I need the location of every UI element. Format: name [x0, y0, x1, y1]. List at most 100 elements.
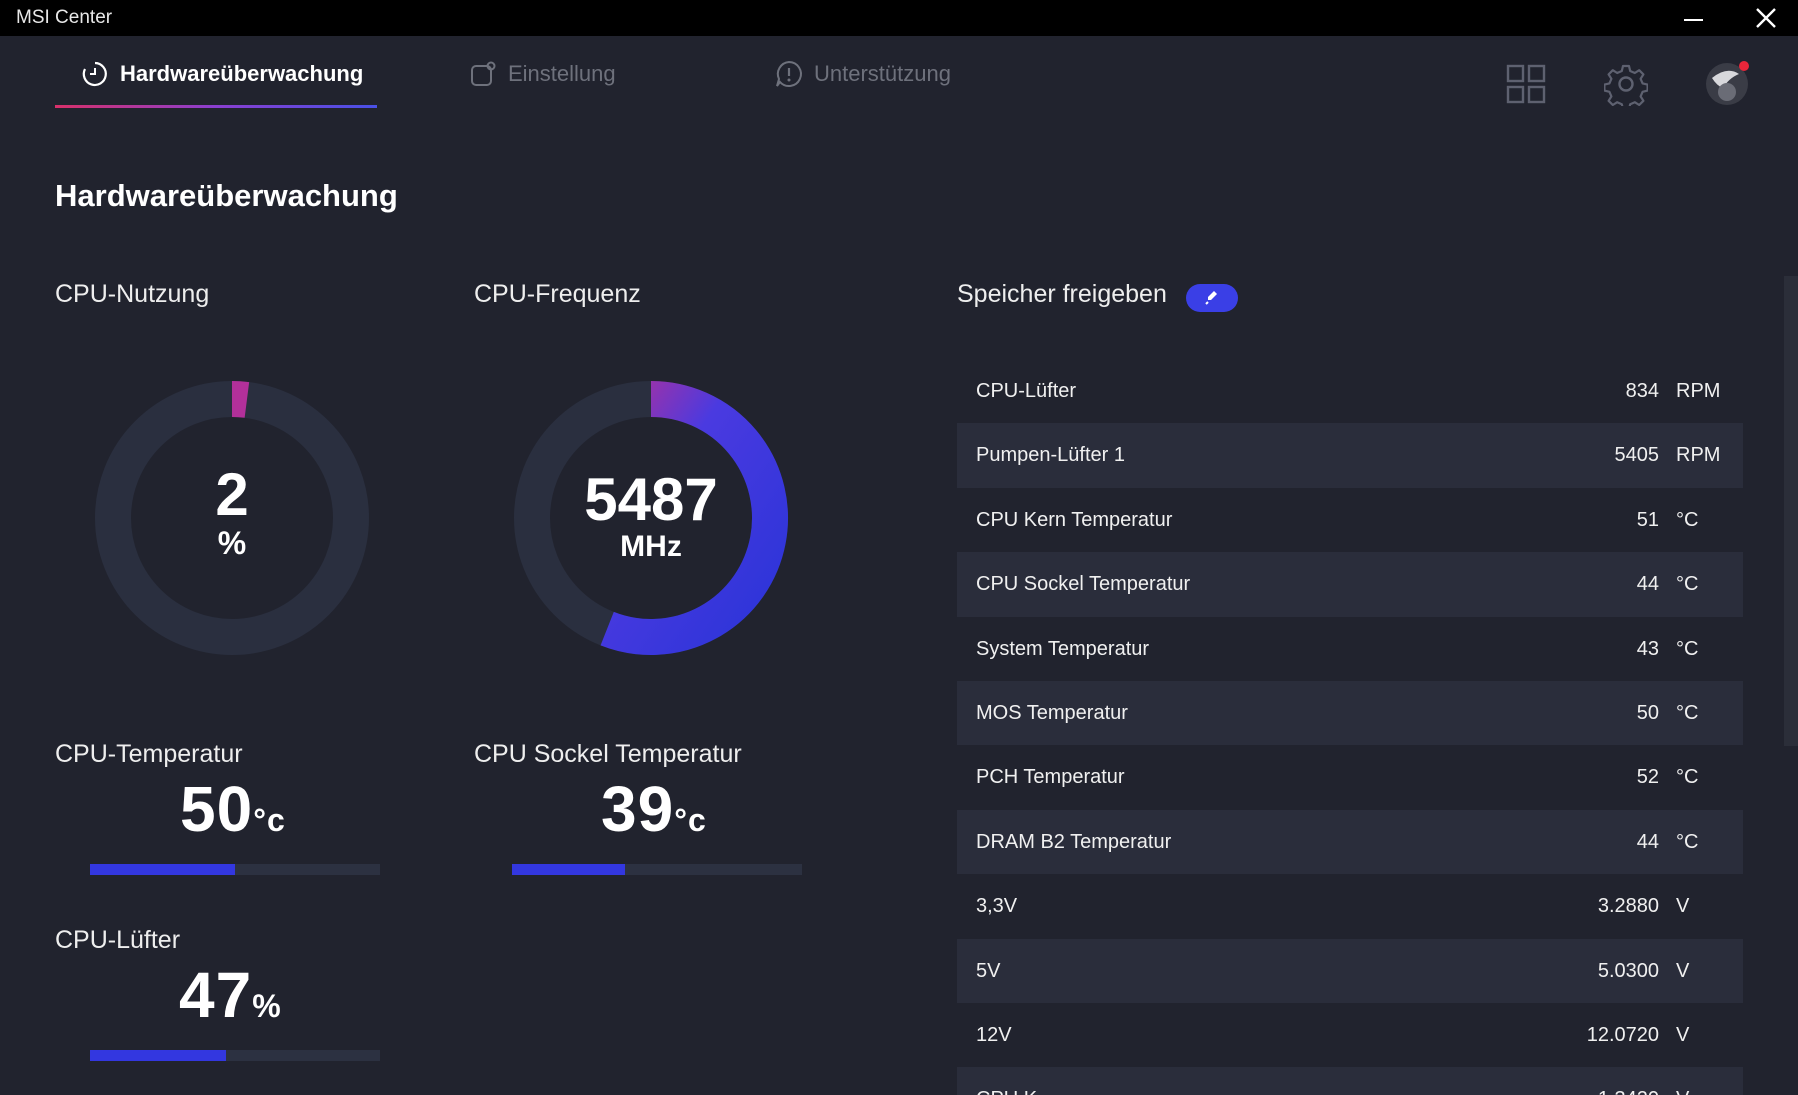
- sensor-name: 12V: [976, 1023, 1012, 1046]
- support-alert-icon: [776, 60, 802, 87]
- cpu-temp-bar-fill: [90, 864, 235, 875]
- sensor-name: 5V: [976, 959, 1001, 982]
- sensor-value: 52: [1636, 766, 1659, 789]
- tab-hardware-monitoring[interactable]: Hardwareüberwachung: [80, 56, 363, 92]
- sensor-value: 5.0300: [1597, 959, 1659, 982]
- sensor-name: CPU K: [976, 1067, 1037, 1095]
- cpu-temp-bar: [90, 864, 380, 875]
- sensor-unit: V: [1676, 895, 1690, 918]
- sensor-value: 44: [1636, 573, 1659, 596]
- sensor-value: 834: [1625, 380, 1659, 402]
- rocket-icon: [1205, 291, 1217, 305]
- tab-label: Unterstützung: [814, 61, 951, 86]
- active-tab-indicator: [55, 105, 377, 108]
- sensor-unit: V: [1676, 959, 1690, 982]
- sensor-value: 3.2880: [1597, 895, 1659, 918]
- cpu-fan-bar: [90, 1050, 380, 1061]
- scrollbar[interactable]: [1784, 276, 1798, 746]
- sensor-unit: °C: [1676, 573, 1699, 596]
- sensor-value: 5405: [1614, 444, 1660, 467]
- sensor-row: DRAM B2 Temperatur 44 °C: [957, 809, 1743, 875]
- sensor-unit: °C: [1676, 637, 1699, 660]
- cpu-fan-unit: %: [252, 988, 282, 1024]
- page-title: Hardwareüberwachung: [55, 178, 398, 213]
- grid-apps-icon[interactable]: [1504, 62, 1548, 106]
- sensor-name: System Temperatur: [976, 637, 1150, 660]
- sensor-name: CPU Kern Temperatur: [976, 508, 1173, 531]
- socket-temp-unit: °c: [674, 802, 707, 838]
- sensor-name: 3,3V: [976, 895, 1018, 918]
- cpu-usage-gauge: [95, 381, 369, 655]
- cpu-frequency-value: 5487: [584, 466, 718, 533]
- sensor-name: CPU-Lüfter: [976, 380, 1077, 402]
- sensor-unit: °C: [1676, 508, 1699, 531]
- tab-label: Einstellung: [508, 61, 616, 86]
- window-title: MSI Center: [16, 7, 113, 28]
- settings-square-icon: [471, 61, 496, 86]
- close-icon[interactable]: [1752, 4, 1780, 32]
- cpu-usage-value: 2: [215, 461, 249, 528]
- socket-temp-bar-fill: [512, 864, 626, 875]
- sensor-unit: V: [1676, 1067, 1689, 1095]
- cpu-frequency-unit: MHz: [620, 530, 682, 563]
- cpu-fan-bar-fill: [90, 1050, 227, 1061]
- sensor-row: System Temperatur 43 °C: [957, 617, 1743, 681]
- cpu-temp-label: CPU-Temperatur: [55, 740, 243, 768]
- sensor-value: 43: [1636, 637, 1659, 660]
- sensor-unit: RPM: [1676, 444, 1721, 467]
- sensor-row: 3,3V 3.2880 V: [957, 874, 1743, 938]
- cpu-usage-unit: %: [217, 525, 247, 561]
- cpu-usage-value-group: 2 %: [94, 461, 370, 562]
- cpu-usage-label: CPU-Nutzung: [55, 280, 210, 308]
- socket-temp-readout: 39°c: [601, 772, 707, 846]
- cpu-fan-value: 47: [179, 959, 253, 1031]
- cpu-temp-value: 50: [180, 773, 254, 845]
- title-bar: MSI Center: [0, 0, 1798, 36]
- cpu-temp-readout: 50°c: [180, 772, 286, 846]
- sensor-table: CPU-Lüfter 834 RPM Pumpen-Lüfter 1 5405 RPM CP…: [957, 359, 1743, 1095]
- socket-temp-bar: [512, 864, 802, 875]
- cpu-frequency-label: CPU-Frequenz: [474, 280, 641, 308]
- sensor-name: CPU Sockel Temperatur: [976, 573, 1191, 596]
- minimize-icon[interactable]: [1684, 19, 1703, 21]
- sensor-unit: °C: [1676, 766, 1699, 789]
- sensor-value: 51: [1636, 508, 1659, 531]
- free-memory-label: Speicher freigeben: [957, 280, 1167, 308]
- sensor-row: CPU Sockel Temperatur 44 °C: [957, 552, 1743, 617]
- sensor-unit: °C: [1676, 830, 1699, 853]
- sensor-row: CPU K 1.3420 V: [957, 1067, 1743, 1095]
- sensor-name: PCH Temperatur: [976, 766, 1125, 789]
- monitor-refresh-icon: [82, 61, 107, 87]
- sensor-row: CPU Kern Temperatur 51 °C: [957, 488, 1743, 552]
- gauge-fill: [600, 381, 788, 655]
- cpu-temp-unit: °c: [253, 802, 286, 838]
- sensor-row: 5V 5.0300 V: [957, 938, 1743, 1003]
- socket-temp-label: CPU Sockel Temperatur: [474, 740, 742, 768]
- cpu-frequency-gauge: [514, 381, 788, 655]
- sensor-unit: V: [1676, 1023, 1690, 1046]
- sensor-value: 12.0720: [1586, 1023, 1659, 1046]
- user-avatar-icon[interactable]: [1703, 58, 1751, 106]
- sensor-unit: RPM: [1676, 380, 1721, 402]
- sensor-row: Pumpen-Lüfter 1 5405 RPM: [957, 423, 1743, 488]
- sensor-row: 12V 12.0720 V: [957, 1003, 1743, 1067]
- cpu-fan-label: CPU-Lüfter: [55, 926, 181, 954]
- free-memory-button[interactable]: [1186, 284, 1238, 312]
- tab-settings[interactable]: Einstellung: [468, 56, 616, 92]
- sensor-name: MOS Temperatur: [976, 701, 1128, 724]
- socket-temp-value: 39: [601, 773, 675, 845]
- sensor-name: Pumpen-Lüfter 1: [976, 444, 1125, 467]
- sensor-name: DRAM B2 Temperatur: [976, 830, 1172, 853]
- sensor-value: 50: [1636, 701, 1659, 724]
- sensor-value: 44: [1636, 830, 1659, 853]
- gauge-fill: [231, 381, 250, 418]
- tab-label: Hardwareüberwachung: [120, 61, 364, 86]
- sensor-row: PCH Temperatur 52 °C: [957, 745, 1743, 809]
- cpu-frequency-value-group: 5487 MHz: [513, 470, 789, 564]
- sensor-value: 1.3420: [1598, 1067, 1659, 1095]
- sensor-unit: °C: [1676, 701, 1699, 724]
- gear-icon[interactable]: [1604, 62, 1648, 106]
- sensor-row: CPU-Lüfter 834 RPM: [957, 359, 1743, 423]
- tab-support[interactable]: Unterstützung: [774, 56, 951, 92]
- sensor-row: MOS Temperatur 50 °C: [957, 680, 1743, 746]
